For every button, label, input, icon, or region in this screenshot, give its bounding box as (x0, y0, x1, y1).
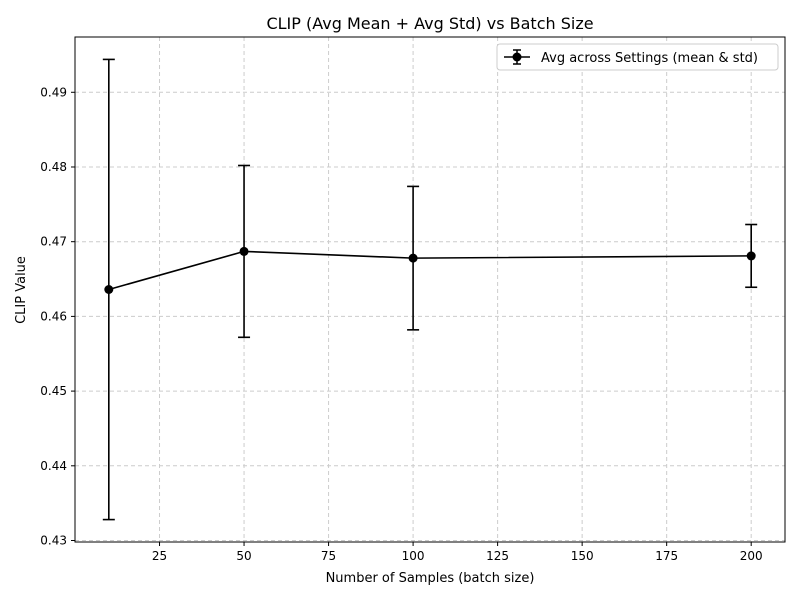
data-point (239, 246, 249, 256)
y-tick-label: 0.43 (40, 534, 67, 548)
legend-box (496, 43, 779, 71)
legend-marker (512, 52, 522, 62)
x-tick-label: 200 (740, 549, 763, 563)
x-tick-label: 150 (571, 549, 594, 563)
y-tick-label: 0.45 (40, 384, 67, 398)
series-group (102, 58, 758, 521)
ticks: 25 50 75 100 125 150 175 200 0.43 0.44 0.45 0.46 0.4… (40, 85, 762, 563)
y-tick-label: 0.48 (40, 160, 67, 174)
y-axis-label: CLIP Value (14, 256, 29, 324)
data-point (408, 253, 418, 263)
x-axis-label: Number of Samples (batch size) (326, 571, 535, 586)
x-tick-label: 25 (152, 549, 167, 563)
y-tick-label: 0.47 (40, 235, 67, 249)
x-tick-label: 50 (236, 549, 251, 563)
y-tick-label: 0.44 (40, 459, 67, 473)
y-tick-label: 0.49 (40, 85, 67, 99)
x-tick-label: 75 (321, 549, 336, 563)
plot-frame (74, 36, 786, 543)
legend: Avg across Settings (mean & std) (496, 43, 779, 71)
x-tick-label: 125 (486, 549, 509, 563)
series-line (108, 250, 752, 291)
x-tick-label: 175 (655, 549, 678, 563)
legend-label: Avg across Settings (mean & std) (541, 51, 758, 66)
data-point (746, 251, 756, 261)
y-tick-label: 0.46 (40, 309, 67, 323)
grid (75, 37, 785, 542)
x-tick-label: 100 (402, 549, 425, 563)
data-point (104, 285, 114, 294)
chart-title: CLIP (Avg Mean + Avg Std) vs Batch Size (266, 14, 593, 33)
